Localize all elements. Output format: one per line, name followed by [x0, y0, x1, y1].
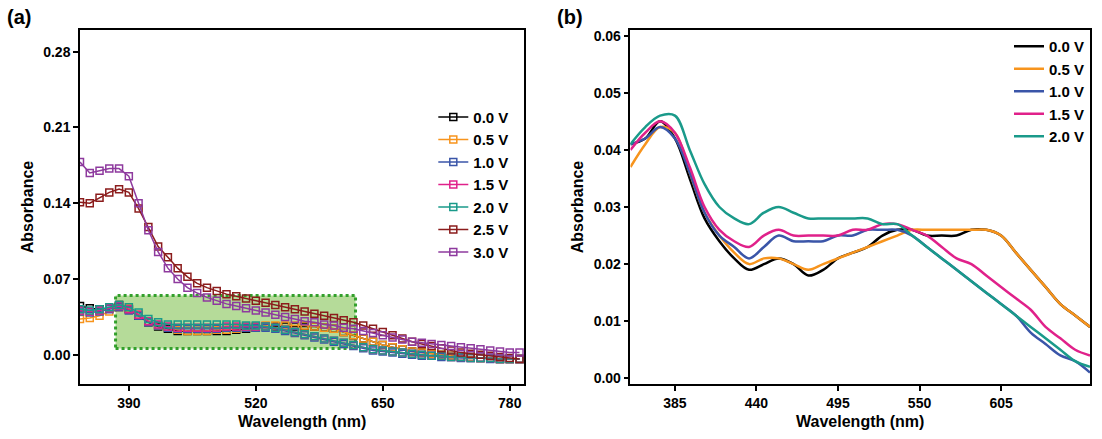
svg-text:385: 385 — [663, 395, 687, 411]
svg-text:0.02: 0.02 — [594, 256, 621, 272]
svg-text:Wavelength (nm): Wavelength (nm) — [238, 413, 366, 430]
svg-text:650: 650 — [371, 395, 395, 411]
svg-text:495: 495 — [826, 395, 850, 411]
svg-text:0.5 V: 0.5 V — [473, 131, 508, 148]
svg-text:Absorbance: Absorbance — [19, 161, 36, 254]
svg-text:2.5 V: 2.5 V — [473, 221, 508, 238]
svg-text:(b): (b) — [557, 6, 583, 28]
svg-text:0.0 V: 0.0 V — [1049, 38, 1084, 55]
svg-text:Absorbance: Absorbance — [569, 161, 586, 254]
svg-text:0.5 V: 0.5 V — [1049, 61, 1084, 78]
svg-text:0.21: 0.21 — [43, 119, 70, 135]
svg-text:520: 520 — [244, 395, 268, 411]
svg-text:1.0 V: 1.0 V — [473, 154, 508, 171]
svg-text:0.14: 0.14 — [43, 195, 70, 211]
svg-text:390: 390 — [117, 395, 141, 411]
svg-text:780: 780 — [498, 395, 522, 411]
svg-text:0.06: 0.06 — [594, 28, 621, 44]
svg-text:2.0 V: 2.0 V — [473, 199, 508, 216]
svg-text:0.00: 0.00 — [43, 347, 70, 363]
svg-text:0.01: 0.01 — [594, 313, 621, 329]
svg-text:0.07: 0.07 — [43, 271, 70, 287]
svg-text:(a): (a) — [7, 6, 31, 28]
svg-text:1.5 V: 1.5 V — [473, 176, 508, 193]
svg-text:440: 440 — [745, 395, 769, 411]
svg-text:0.03: 0.03 — [594, 199, 621, 215]
svg-text:605: 605 — [989, 395, 1013, 411]
svg-text:0.00: 0.00 — [594, 370, 621, 386]
svg-text:3.0 V: 3.0 V — [473, 244, 508, 261]
svg-text:2.0 V: 2.0 V — [1049, 128, 1084, 145]
svg-text:0.28: 0.28 — [43, 44, 70, 60]
svg-text:Wavelength (nm): Wavelength (nm) — [796, 413, 924, 430]
svg-text:1.5 V: 1.5 V — [1049, 106, 1084, 123]
svg-text:0.0 V: 0.0 V — [473, 109, 508, 126]
svg-text:1.0 V: 1.0 V — [1049, 83, 1084, 100]
svg-text:550: 550 — [908, 395, 932, 411]
svg-text:0.04: 0.04 — [594, 142, 621, 158]
svg-text:0.05: 0.05 — [594, 85, 621, 101]
